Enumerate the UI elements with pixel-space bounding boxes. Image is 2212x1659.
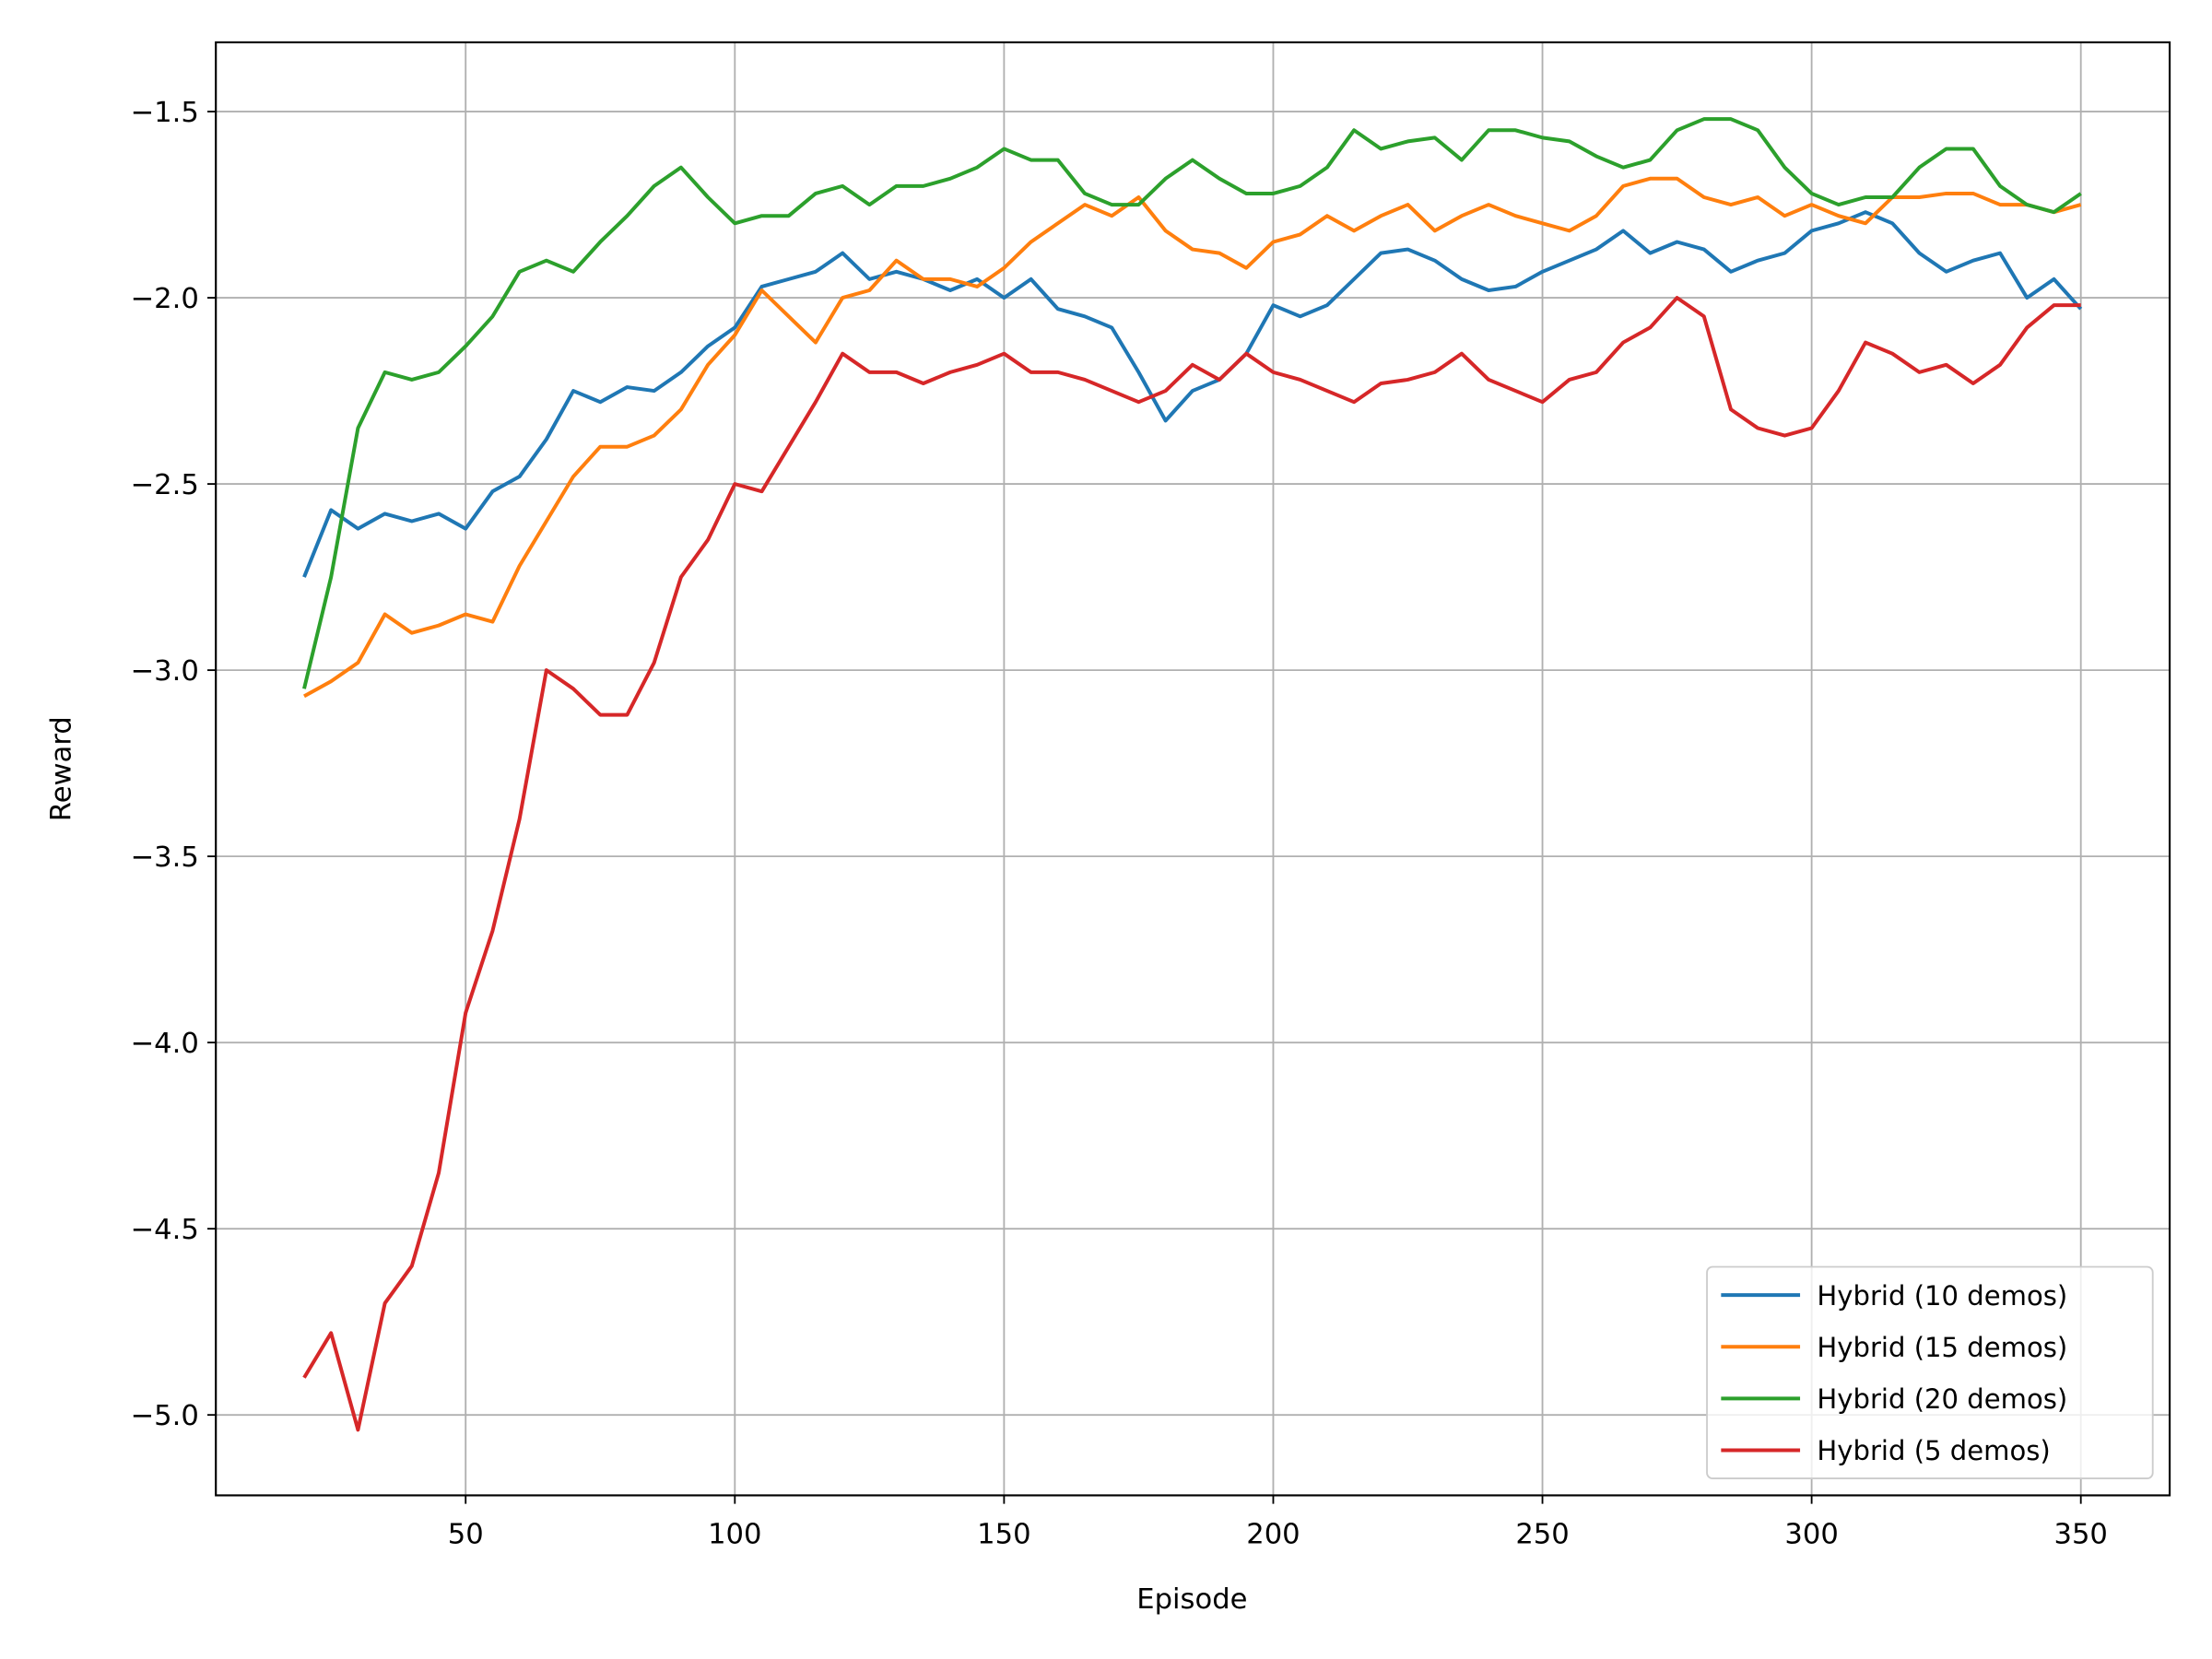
y-tick-label: −4.0 [130,1028,198,1060]
y-tick-label: −2.0 [130,283,198,315]
x-tick-label: 350 [2053,1518,2107,1550]
x-tick-label: 200 [1246,1518,1300,1550]
legend-label: Hybrid (20 demos) [1817,1383,2067,1415]
plot-frame [215,41,2171,1497]
y-axis-label: Reward [46,716,78,821]
legend-label: Hybrid (10 demos) [1817,1280,2067,1312]
y-tick-label: −2.5 [130,469,198,501]
x-tick-label: 300 [1784,1518,1838,1550]
y-tick-label: −5.0 [130,1400,198,1432]
line-series [303,176,2082,699]
x-tick-label: 50 [448,1518,484,1550]
legend-label: Hybrid (5 demos) [1817,1435,2050,1466]
legend-box [1706,1265,2154,1479]
x-axis-label: Episode [1136,1583,1247,1616]
line-series [302,210,2083,578]
line-series [302,296,2081,1432]
y-tick-label: −3.0 [130,655,198,688]
line-series [302,117,2082,689]
x-tick-label: 150 [977,1518,1030,1550]
x-tick-label: 100 [708,1518,761,1550]
x-tick-label: 250 [1515,1518,1569,1550]
legend: Hybrid (10 demos) Hybrid (15 demos) Hybrid… [1706,1265,2154,1479]
y-tick-label: −1.5 [130,97,198,129]
legend-label: Hybrid (15 demos) [1817,1332,2067,1363]
y-tick-label: −4.5 [130,1214,198,1246]
y-tick-label: −3.5 [130,841,198,874]
